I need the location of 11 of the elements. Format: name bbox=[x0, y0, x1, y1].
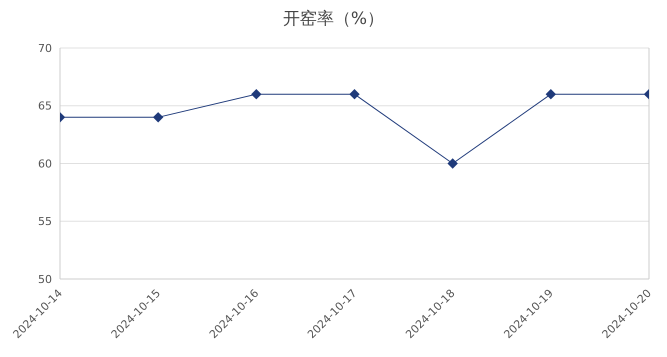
y-tick-label: 70 bbox=[38, 42, 52, 55]
point bbox=[448, 158, 458, 168]
point bbox=[251, 89, 262, 100]
point bbox=[350, 89, 360, 100]
y-tick-label: 55 bbox=[38, 215, 52, 228]
y-tick-label: 65 bbox=[38, 100, 52, 113]
point bbox=[546, 89, 556, 100]
y-tick-label: 60 bbox=[38, 157, 52, 170]
y-tick-label: 50 bbox=[38, 272, 52, 286]
chart-title: 开窑率（%） bbox=[282, 8, 386, 31]
point bbox=[153, 112, 164, 122]
